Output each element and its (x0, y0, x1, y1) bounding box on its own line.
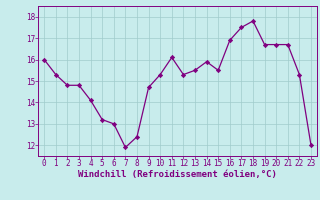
X-axis label: Windchill (Refroidissement éolien,°C): Windchill (Refroidissement éolien,°C) (78, 170, 277, 179)
